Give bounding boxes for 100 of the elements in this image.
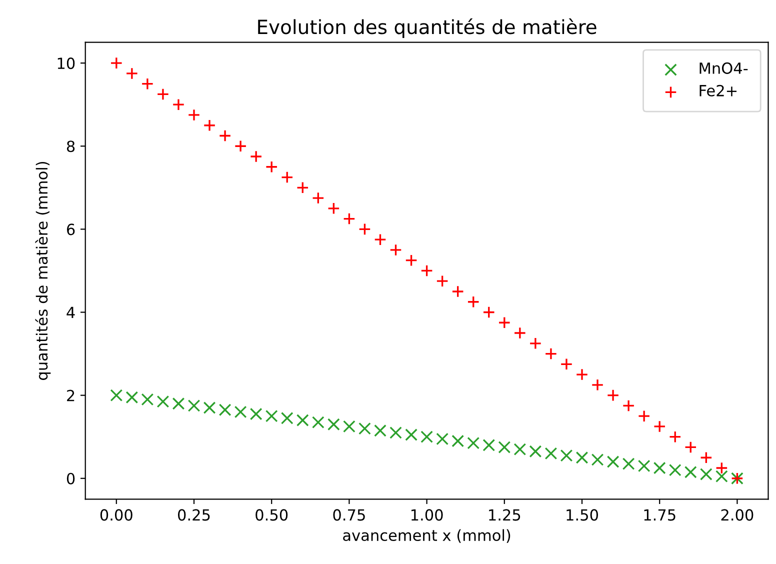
point (420, 264, 434, 277)
point (218, 404, 232, 416)
point (342, 420, 356, 433)
point (374, 233, 386, 246)
point (312, 416, 324, 429)
point (560, 449, 573, 462)
x-axis-title: avancement x (mmol) (343, 529, 510, 543)
point (668, 430, 682, 444)
point (203, 402, 216, 414)
point (342, 212, 356, 226)
point (638, 410, 650, 422)
x-tick-label: 0.25 (178, 509, 210, 521)
point (436, 432, 449, 446)
point (296, 414, 309, 426)
point (436, 274, 449, 288)
point (498, 441, 511, 454)
point (327, 418, 340, 431)
point (482, 306, 496, 318)
x-tick-label: 1.25 (489, 509, 520, 521)
point (452, 285, 464, 298)
point (420, 430, 434, 444)
point (700, 468, 712, 480)
point (622, 399, 635, 412)
point (715, 470, 728, 483)
point (653, 420, 666, 433)
point (482, 438, 496, 452)
point (576, 368, 588, 381)
x-tick-label: 1.50 (566, 509, 598, 521)
point (250, 150, 262, 163)
point (529, 337, 542, 350)
point (358, 422, 371, 435)
y-tick-label: 6 (66, 224, 75, 236)
point (544, 447, 558, 460)
point (280, 171, 294, 184)
point (606, 456, 620, 468)
point (172, 98, 185, 111)
point (358, 222, 371, 236)
chart-title: Evolution des quantités de matière (258, 18, 596, 38)
y-tick-label: 4 (66, 306, 75, 318)
legend-label: MnO4- (700, 62, 748, 74)
y-tick-label: 10 (58, 58, 75, 70)
point (514, 443, 526, 456)
point (390, 244, 402, 256)
x-tick-label: 1.75 (644, 509, 676, 521)
x-tick-label: 1.00 (411, 509, 443, 521)
point (606, 389, 620, 402)
point (141, 78, 154, 90)
point (188, 108, 200, 122)
legend-label: Fe2+ (700, 84, 737, 96)
point (126, 391, 138, 404)
x-tick-label: 2.00 (721, 509, 754, 521)
point (234, 406, 247, 418)
point (156, 395, 170, 408)
x-tick-label: 0.75 (333, 509, 365, 521)
y-tick-label: 2 (67, 390, 74, 402)
point (405, 254, 418, 267)
point (514, 326, 526, 340)
point (327, 202, 340, 215)
point (265, 410, 278, 422)
point (265, 160, 278, 174)
point (141, 393, 154, 406)
point (715, 462, 728, 474)
point (544, 348, 558, 360)
point (405, 428, 418, 441)
point (638, 460, 650, 472)
point (172, 397, 185, 410)
point (110, 56, 123, 70)
point (467, 436, 480, 450)
point (203, 119, 216, 132)
x-tick-label: 0.00 (100, 509, 132, 521)
point (250, 408, 262, 420)
point (668, 464, 682, 476)
point (280, 412, 294, 424)
point (156, 88, 170, 100)
point (188, 399, 200, 412)
point (576, 451, 588, 464)
point (467, 296, 480, 308)
point (218, 130, 232, 142)
point (110, 389, 123, 402)
point (591, 378, 604, 392)
point (126, 67, 138, 80)
y-tick-label: 8 (66, 140, 75, 152)
point (452, 434, 464, 448)
y-axis-title: quantités de matière (mmol) (35, 162, 51, 380)
x-tick-label: 0.50 (256, 509, 288, 521)
point (684, 466, 697, 478)
point (622, 458, 635, 470)
point (560, 358, 573, 370)
point (374, 424, 386, 437)
point (653, 462, 666, 474)
y-tick-label: 0 (66, 472, 75, 484)
point (312, 192, 324, 204)
point (700, 451, 712, 464)
point (234, 140, 247, 152)
point (529, 445, 542, 458)
point (498, 316, 511, 329)
point (296, 181, 309, 194)
point (591, 453, 604, 466)
point (684, 441, 697, 454)
point (390, 426, 402, 439)
